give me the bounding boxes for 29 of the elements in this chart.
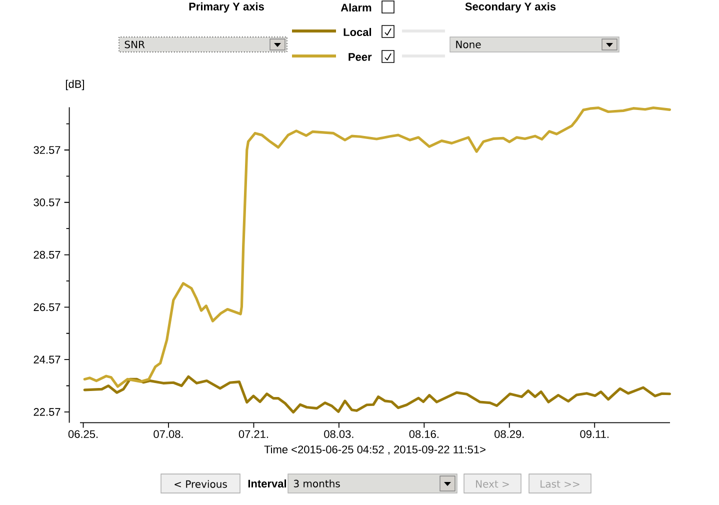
- text: Next >: [476, 480, 509, 488]
- x-tick-label: 06.25.: [68, 430, 98, 438]
- y-tick-label: 28.57: [34, 250, 60, 259]
- x-tick-label: 08.03.: [324, 430, 354, 438]
- line-series: [83, 106, 672, 388]
- legend-label: Peer: [348, 53, 372, 61]
- x-tick-label: 08.29.: [494, 430, 524, 438]
- y-tick-label: 26.57: [34, 303, 60, 312]
- text: < Previous: [174, 480, 227, 488]
- text: 3 months: [294, 480, 340, 488]
- x-tick-label: 08.16.: [409, 430, 438, 438]
- y-tick-label: 30.57: [34, 198, 60, 206]
- y-tick-label: 22.57: [34, 408, 60, 416]
- text: Alarm: [340, 3, 372, 12]
- line-series: [83, 375, 672, 414]
- x-tick-label: 07.08.: [154, 430, 183, 438]
- x-axis-title: Time <2015-06-25 04:52 , 2015-09-22 11:51>: [264, 445, 486, 455]
- legend-label: Local: [344, 28, 372, 36]
- x-tick-label: 07.21.: [238, 430, 268, 438]
- y-axis-title: [dB]: [66, 80, 84, 90]
- x-tick-label: 09.11.: [580, 430, 608, 438]
- y-tick-label: 32.57: [34, 146, 60, 154]
- text: Interval: [248, 479, 286, 488]
- text: Last >>: [540, 480, 580, 488]
- text: None: [456, 40, 481, 48]
- text: Primary Y axis: [189, 2, 264, 13]
- text: SNR: [124, 40, 145, 48]
- y-tick-label: 24.57: [34, 356, 60, 364]
- text: Secondary Y axis: [465, 2, 556, 13]
